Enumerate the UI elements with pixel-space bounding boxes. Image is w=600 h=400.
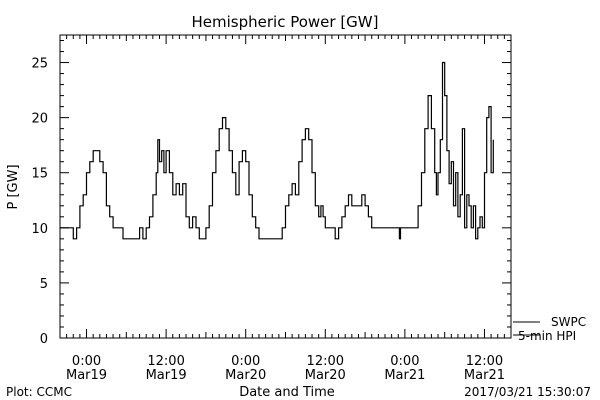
x-tick-label-date: Mar20 <box>225 368 266 383</box>
y-tick-label: 5 <box>40 277 48 292</box>
x-tick-label-time: 0:00 <box>231 354 260 369</box>
y-tick-label: 25 <box>31 57 48 72</box>
y-axis: 0 5 10 15 20 25 <box>31 40 511 347</box>
footer-plot-credit: Plot: CCMC <box>6 385 72 399</box>
series-line <box>60 61 494 240</box>
series-layer <box>60 61 494 240</box>
x-tick-label-date: Mar19 <box>66 368 107 383</box>
y-tick-label: 10 <box>31 222 48 237</box>
legend-swpc-label: SWPC <box>551 315 586 329</box>
x-tick-label-time: 12:00 <box>147 354 184 369</box>
x-tick-label-date: Mar21 <box>384 368 425 383</box>
x-tick-label-date: Mar19 <box>146 368 187 383</box>
legend-hpi-label: 5-min HPI <box>518 329 576 343</box>
x-axis-label: Date and Time <box>239 385 335 400</box>
x-tick-label-date: Mar20 <box>305 368 346 383</box>
y-axis-label: P [GW] <box>6 164 21 209</box>
x-tick-label-time: 0:00 <box>72 354 101 369</box>
x-tick-label-time: 12:00 <box>307 354 344 369</box>
plot-frame <box>59 34 512 339</box>
y-tick-label: 20 <box>31 112 48 127</box>
y-tick-label: 15 <box>31 167 48 182</box>
x-axis: 0:00Mar1912:00Mar190:00Mar2012:00Mar200:… <box>59 35 512 383</box>
x-tick-label-time: 0:00 <box>390 354 419 369</box>
x-tick-label-date: Mar21 <box>464 368 505 383</box>
footer-timestamp: 2017/03/21 15:30:07 <box>464 385 591 399</box>
x-tick-label-time: 12:00 <box>466 354 503 369</box>
chart-title: Hemispheric Power [GW] <box>192 13 379 31</box>
y-tick-label: 0 <box>40 332 48 347</box>
